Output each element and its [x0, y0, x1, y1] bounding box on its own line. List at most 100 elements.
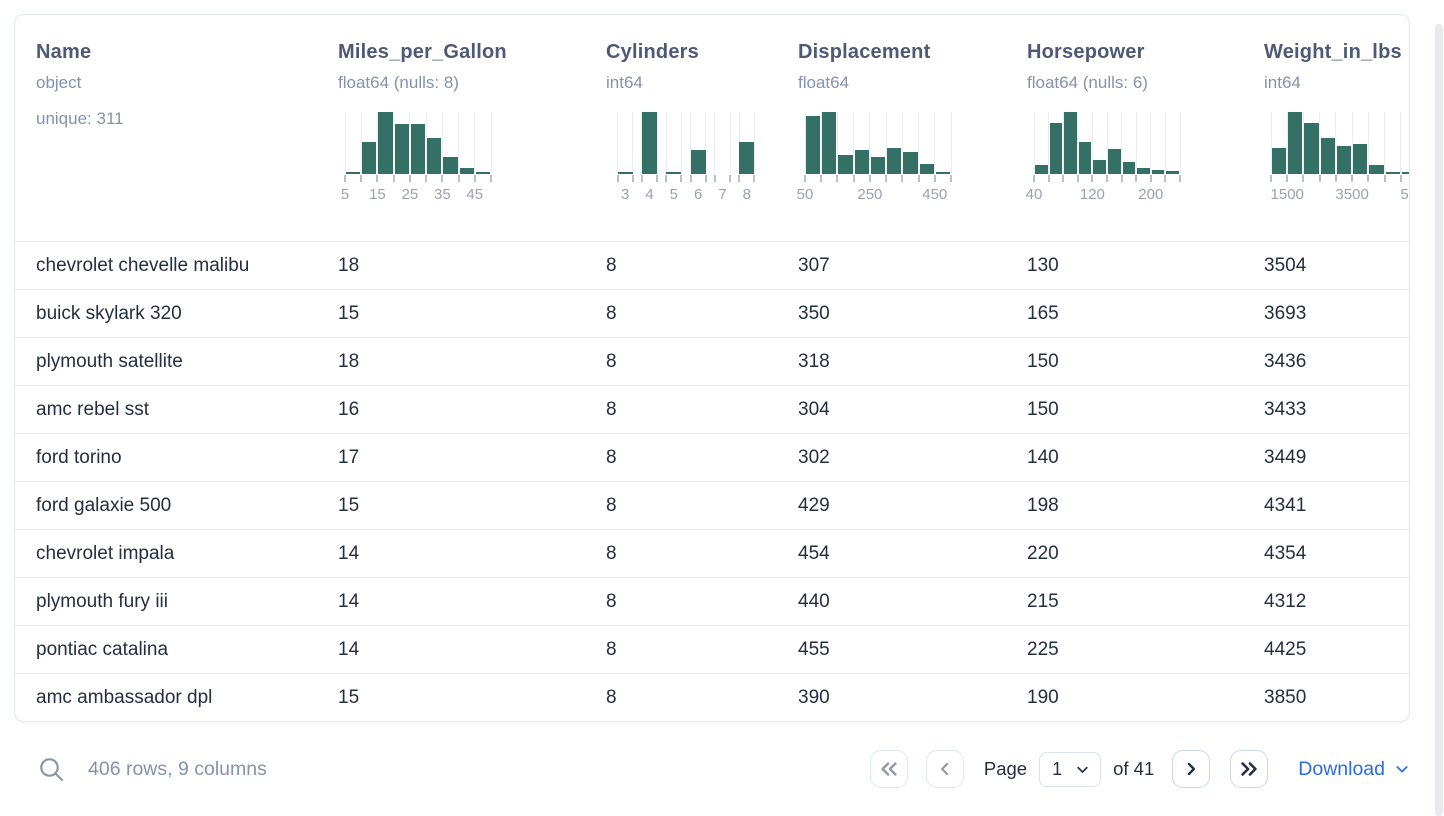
next-page-button[interactable] [1172, 750, 1211, 788]
table-cell: 8 [606, 687, 617, 708]
table-cell: 429 [798, 495, 830, 516]
column-header-weight-in-lbs[interactable]: Weight_in_lbs int64 150035005500 [1264, 41, 1409, 241]
table-cell: 225 [1027, 639, 1059, 660]
row-column-summary: 406 rows, 9 columns [88, 757, 267, 780]
table-cell: 3436 [1264, 351, 1307, 372]
table-cell: 18 [338, 351, 360, 372]
table-cell: 3850 [1264, 687, 1307, 708]
table-cell: 454 [798, 543, 830, 564]
table-cell: ford torino [36, 447, 122, 468]
column-dtype: int64 [606, 73, 643, 92]
column-header-miles-per-gallon[interactable]: Miles_per_Gallon float64 (nulls: 8) 5 15 2… [338, 41, 606, 241]
table-cell: pontiac catalina [36, 639, 169, 660]
table-cell: 8 [606, 255, 617, 276]
first-page-button[interactable] [869, 750, 908, 788]
table-cell: 220 [1027, 543, 1059, 564]
table-cell: 8 [606, 447, 617, 468]
table-cell: chevrolet chevelle malibu [36, 255, 250, 276]
table-cell: 390 [798, 687, 830, 708]
table-cell: 8 [606, 399, 617, 420]
table-cell: 15 [338, 303, 360, 324]
table-cell: 8 [606, 495, 617, 516]
table-cell: 14 [338, 639, 360, 660]
table-cell: 8 [606, 543, 617, 564]
column-title: Weight_in_lbs [1264, 41, 1402, 63]
column-dtype: float64 (nulls: 8) [338, 73, 459, 92]
column-header-horsepower[interactable]: Horsepower float64 (nulls: 6) 40 120 200 [1026, 41, 1264, 241]
table-cell: 4354 [1264, 543, 1307, 564]
table-cell: amc ambassador dpl [36, 687, 213, 708]
table-cell: 3504 [1264, 255, 1307, 276]
column-dtype: float64 (nulls: 6) [1027, 73, 1148, 92]
table-cell: 15 [338, 687, 360, 708]
previous-page-button[interactable] [925, 750, 964, 788]
column-dtype: object [36, 73, 82, 92]
table-row: plymouth fury iii 14 8 440 215 4312 [15, 577, 1409, 625]
table-footer: 406 rows, 9 columns Page 1 of 41 [14, 740, 1410, 798]
table-cell: 3693 [1264, 303, 1307, 324]
last-page-button[interactable] [1230, 750, 1269, 788]
table-cell: 440 [798, 591, 830, 612]
table-row: chevrolet chevelle malibu 18 8 307 130 3504 [15, 241, 1409, 289]
table-cell: 17 [338, 447, 360, 468]
table-cell: 3433 [1264, 399, 1307, 420]
data-table-card: Name object unique: 311 Miles_per_Gallon… [14, 14, 1410, 722]
column-title: Name [36, 41, 92, 63]
table-cell: 4425 [1264, 639, 1307, 660]
table-cell: 4312 [1264, 591, 1307, 612]
column-title: Miles_per_Gallon [338, 41, 507, 63]
weight-histogram[interactable]: 150035005500 [1270, 112, 1409, 204]
table-cell: buick skylark 320 [36, 303, 182, 324]
column-unique-count: unique: 311 [36, 109, 124, 128]
table-cell: 150 [1027, 399, 1059, 420]
chevron-down-icon [1077, 766, 1088, 773]
table-cell: 15 [338, 495, 360, 516]
table-cell: 8 [606, 303, 617, 324]
table-row: pontiac catalina 14 8 455 225 4425 [15, 625, 1409, 673]
table-cell: 3449 [1264, 447, 1307, 468]
page-number-select[interactable]: 1 [1039, 751, 1102, 787]
table-cell: 14 [338, 591, 360, 612]
table-cell: 16 [338, 399, 360, 420]
mpg-histogram[interactable]: 5 15 25 35 45 [341, 112, 492, 204]
table-cell: 350 [798, 303, 830, 324]
column-header-displacement[interactable]: Displacement float64 50 250 450 [797, 41, 1027, 241]
scrollbar[interactable] [1435, 24, 1443, 816]
table-cell: 302 [798, 447, 830, 468]
page-count-label: of 41 [1113, 758, 1155, 779]
column-title: Horsepower [1027, 41, 1145, 63]
table-cell: 140 [1027, 447, 1059, 468]
table-cell: 307 [798, 255, 830, 276]
table-cell: plymouth satellite [36, 351, 183, 372]
download-button[interactable]: Download [1298, 758, 1410, 781]
table-body: chevrolet chevelle malibu 18 8 307 130 3504 bu… [15, 241, 1409, 721]
table-cell: 130 [1027, 255, 1059, 276]
table-row: plymouth satellite 18 8 318 150 3436 [15, 337, 1409, 385]
table-cell: amc rebel sst [36, 399, 149, 420]
download-label: Download [1298, 757, 1385, 780]
search-icon[interactable] [38, 756, 65, 783]
table-cell: ford galaxie 500 [36, 495, 172, 516]
table-cell: 304 [798, 399, 830, 420]
table-row: chevrolet impala 14 8 454 220 4354 [15, 529, 1409, 577]
table-cell: 165 [1027, 303, 1059, 324]
horsepower-histogram[interactable]: 40 120 200 [1026, 112, 1181, 204]
table-cell: 190 [1027, 687, 1059, 708]
table-cell: 8 [606, 591, 617, 612]
table-cell: 215 [1027, 591, 1059, 612]
column-header-name[interactable]: Name object unique: 311 [15, 41, 338, 241]
displacement-histogram[interactable]: 50 250 450 [797, 112, 952, 204]
table-cell: plymouth fury iii [36, 591, 168, 612]
table-cell: chevrolet impala [36, 543, 175, 564]
table-row: ford galaxie 500 15 8 429 198 4341 [15, 481, 1409, 529]
table-cell: 14 [338, 543, 360, 564]
table-row: amc rebel sst 16 8 304 150 3433 [15, 385, 1409, 433]
table-cell: 4341 [1264, 495, 1307, 516]
table-cell: 18 [338, 255, 360, 276]
page-number-value: 1 [1052, 758, 1063, 779]
table-header-row: Name object unique: 311 Miles_per_Gallon… [15, 15, 1409, 241]
table-cell: 150 [1027, 351, 1059, 372]
